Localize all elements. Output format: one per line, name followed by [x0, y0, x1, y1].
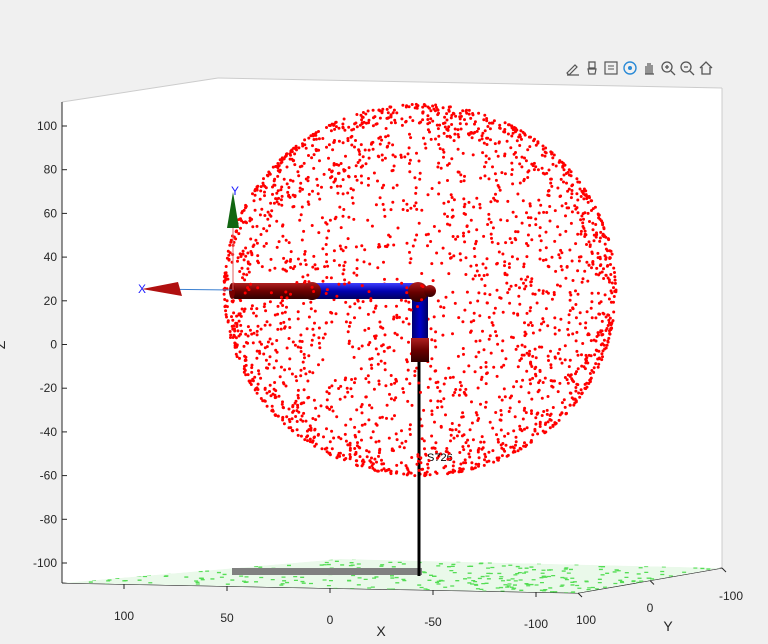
z-tick-label: 60 [44, 206, 58, 220]
z-tick-label: -20 [40, 381, 58, 395]
y-axis-label: Y [663, 618, 673, 634]
robot-upper-link [310, 283, 420, 299]
frame-x-label: X [138, 282, 146, 296]
edit-plot-icon [566, 64, 579, 76]
y-tick-mark [649, 580, 655, 585]
brush-button[interactable] [583, 59, 601, 77]
data-tips-button[interactable] [602, 59, 620, 77]
y-tick-label: 0 [647, 601, 654, 615]
x-tick-label: 0 [327, 613, 334, 627]
pan-icon [645, 63, 654, 75]
robot-vertical-link [412, 296, 428, 340]
z-tick-label: -60 [40, 469, 58, 483]
x-tick-label: -50 [424, 615, 442, 629]
robot-base-plate [232, 568, 422, 575]
x-tick-label: 100 [114, 609, 134, 623]
y-tick-mark [577, 592, 583, 598]
rotate-3d-button[interactable] [621, 59, 639, 77]
rotate-3d-icon [623, 61, 637, 75]
zoom-out-icon [680, 61, 695, 76]
robot-lower-joint [411, 338, 429, 362]
zoom-out-button[interactable] [678, 59, 696, 77]
pan-button[interactable] [640, 59, 658, 77]
robot-elbow-joint [303, 282, 321, 300]
zoom-in-icon [661, 61, 676, 76]
x-tick-label: -100 [524, 617, 548, 631]
z-tick-label: -80 [40, 512, 58, 526]
z-tick-label: 100 [37, 119, 57, 133]
z-tick-label: 40 [44, 250, 58, 264]
frame-y-arrowhead [227, 192, 239, 228]
z-tick-label: -100 [33, 556, 57, 570]
data-tips-icon [604, 61, 618, 75]
x-tick-label: 50 [220, 611, 234, 625]
z-tick-label: 80 [44, 163, 58, 177]
z-tick-label: -40 [40, 425, 58, 439]
point-cloud-front [230, 115, 613, 477]
home-button[interactable] [697, 59, 715, 77]
y-tick-label: 100 [576, 613, 596, 627]
y-axis-ticks: 100 0 -100 [576, 567, 743, 627]
frame-y-label: Y [231, 184, 239, 198]
z-tick-label: 0 [50, 338, 57, 352]
brush-icon [587, 61, 597, 75]
z-axis-label: Z [0, 340, 8, 349]
edit-plot-button[interactable] [564, 59, 582, 77]
robot-forearm-link [232, 283, 312, 299]
frame-x-arrowhead [142, 282, 182, 296]
z-axis-ticks: 100 80 60 40 20 0 -20 -40 -60 -80 -100 [33, 119, 67, 570]
y-tick-label: -100 [719, 589, 743, 603]
z-tick-label: 20 [44, 294, 58, 308]
zoom-in-button[interactable] [659, 59, 677, 77]
x-axis-label: X [376, 623, 386, 639]
x-axis-ticks: 100 50 0 -50 -100 [114, 584, 548, 631]
home-icon [699, 61, 713, 75]
axes-toolbar [564, 58, 715, 78]
y-tick-mark [721, 567, 727, 573]
robot-base-label: S726 [427, 452, 453, 464]
